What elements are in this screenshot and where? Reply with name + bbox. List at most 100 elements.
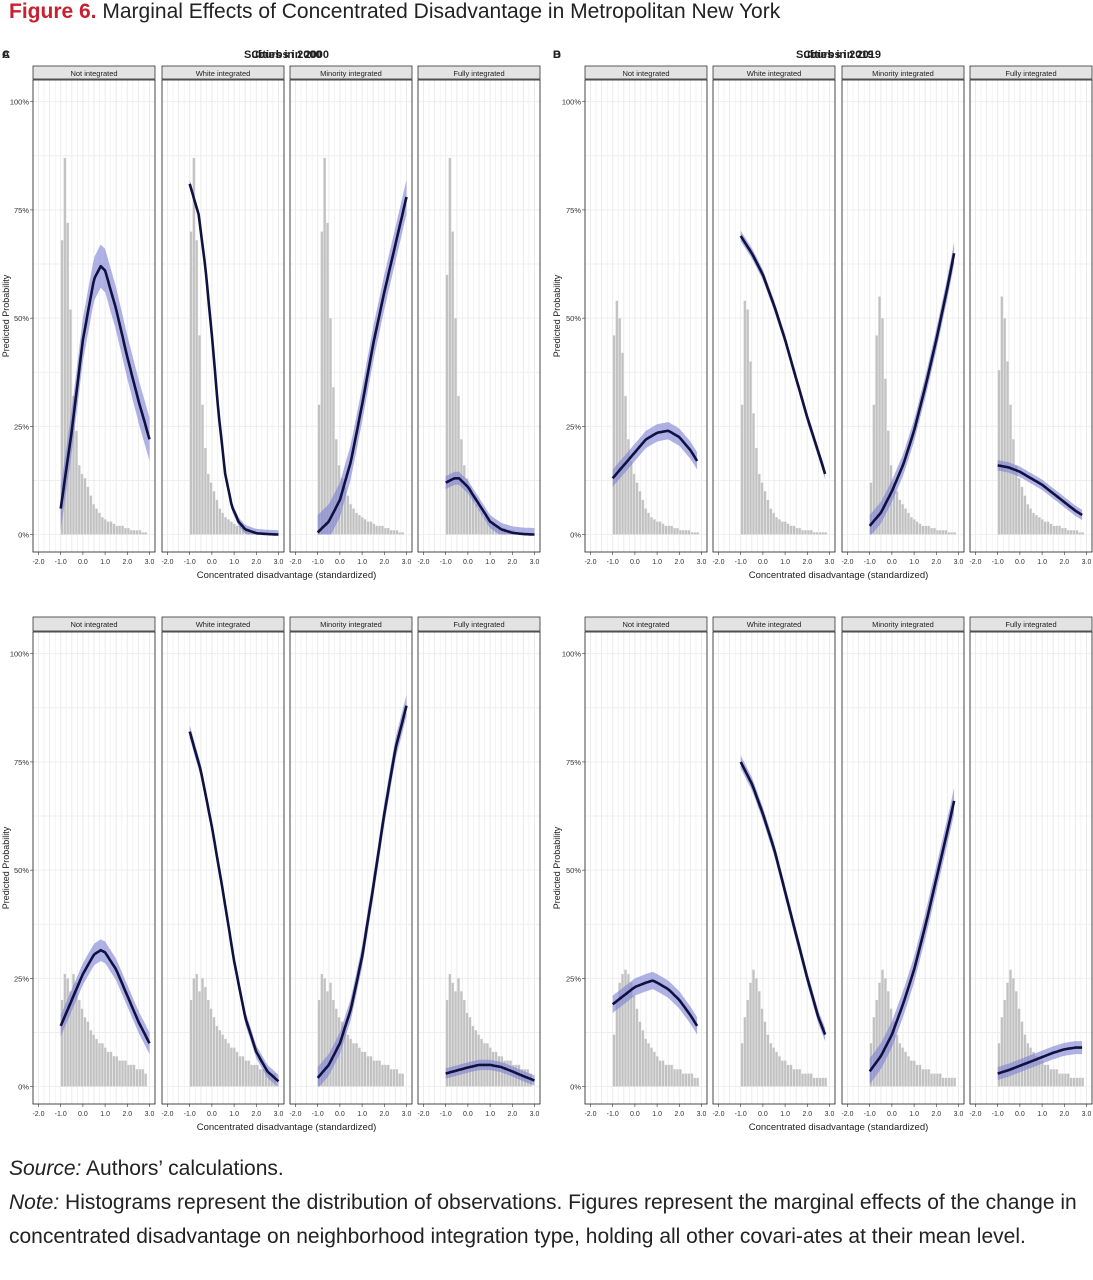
histogram-bar <box>459 991 463 1087</box>
confidence-ribbon <box>60 244 150 531</box>
histogram-bar <box>883 978 887 1087</box>
histogram-bar <box>804 530 807 535</box>
histogram-bar <box>1040 519 1044 535</box>
marginal-effect-line <box>739 235 827 475</box>
histogram-bar <box>801 1073 804 1087</box>
y-tick-label: 75% <box>566 206 581 215</box>
x-tick-label: 0.0 <box>887 1111 897 1118</box>
histogram-bar <box>346 495 350 535</box>
x-tick-label: -2.0 <box>584 1111 596 1118</box>
histogram-bar <box>766 1034 770 1087</box>
histogram-bar <box>227 1043 230 1087</box>
y-tick-label: 25% <box>566 422 581 431</box>
histogram-bar <box>95 508 98 535</box>
figure-title-text: Marginal Effects of Concentrated Disadva… <box>102 0 781 23</box>
histogram-bar <box>754 447 758 535</box>
x-axis-label: Concentrated disadvantage (standardized) <box>197 570 377 581</box>
x-tick-label: 1.0 <box>485 559 495 566</box>
histogram-bar <box>474 504 478 535</box>
x-axis-label: Concentrated disadvantage (standardized) <box>749 1122 929 1133</box>
histogram-bar <box>930 527 933 535</box>
facet-strip <box>969 65 1093 80</box>
histogram-bar <box>381 1064 384 1087</box>
histogram-bar <box>349 504 353 535</box>
figure-footer: Source: Authors’ calculations. Note: His… <box>9 1152 1084 1254</box>
x-tick-label: 1.0 <box>485 1111 495 1118</box>
y-tick-label: 100% <box>10 650 30 659</box>
x-tick-label: 2.0 <box>507 559 517 566</box>
histogram-bar <box>320 231 324 535</box>
x-tick-label: 2.0 <box>1059 1111 1069 1118</box>
histogram-bar <box>678 530 682 535</box>
marginal-effect-line <box>316 705 408 1079</box>
histogram-bar <box>227 519 230 535</box>
chart-panel-d: D Cities in 2019 0% 25% 50% 75% 100% Predicted … <box>552 49 1093 1133</box>
facet-white-integrated: White integrated -2.0 -1.0 0.0 1.0 2.0 3.0 <box>712 616 836 1118</box>
x-tick-label: 0.0 <box>758 559 768 566</box>
histogram-bar <box>369 1056 373 1087</box>
x-tick-label: -2.0 <box>969 1111 981 1118</box>
facet-border <box>161 79 285 553</box>
histogram-bar <box>661 1060 665 1087</box>
x-tick-label: 3.0 <box>145 559 155 566</box>
y-tick-label: 50% <box>566 866 581 875</box>
y-tick-label: 25% <box>14 974 29 983</box>
histogram-bar <box>465 1012 469 1087</box>
x-tick-label: 1.0 <box>652 1111 662 1118</box>
histogram-bar <box>1011 978 1015 1087</box>
histogram-bar <box>924 525 928 535</box>
histogram-bar <box>1052 525 1056 535</box>
x-tick-label: 3.0 <box>954 559 964 566</box>
x-tick-label: 3.0 <box>954 1111 964 1118</box>
histogram-bar <box>918 1064 922 1087</box>
marginal-effect-line <box>739 761 827 1036</box>
histogram-bar <box>392 530 396 535</box>
histogram-bar <box>778 519 781 535</box>
histogram-bar <box>655 521 659 535</box>
panel-title: Cities in 2000 <box>251 49 321 61</box>
histogram-bar <box>783 1060 787 1087</box>
y-axis-label: Predicted Probability <box>552 274 562 357</box>
x-tick-label: -2.0 <box>161 1111 173 1118</box>
histogram-bar <box>135 1069 139 1087</box>
facet-strip-label: White integrated <box>196 620 251 629</box>
histogram-bar <box>209 482 213 535</box>
histogram-bar <box>457 978 460 1087</box>
histogram-bar <box>652 1051 656 1087</box>
x-tick-label: 0.0 <box>630 559 640 566</box>
histogram-bar <box>132 530 136 535</box>
x-tick-label: 0.0 <box>758 1111 768 1118</box>
y-axis-label: Predicted Probability <box>1 274 11 357</box>
histogram-bar <box>474 1030 478 1087</box>
histogram-bar <box>638 491 642 535</box>
x-tick-label: 2.0 <box>674 1111 684 1118</box>
histogram-bar <box>1032 512 1035 535</box>
histogram-bar <box>673 527 676 535</box>
y-tick-label: 50% <box>14 314 29 323</box>
x-axis-label: Concentrated disadvantage (standardized) <box>197 1122 377 1133</box>
histogram-bar <box>66 222 70 535</box>
x-tick-label: 1.0 <box>229 1111 239 1118</box>
histogram-bar <box>235 525 239 535</box>
facet-minority-integrated: Minority integrated -2.0 -1.0 0.0 1.0 2.0 3.0 <box>289 616 413 1118</box>
histogram-bar <box>918 523 922 535</box>
histogram-bar <box>331 387 335 535</box>
x-tick-label: -1.0 <box>440 1111 452 1118</box>
x-tick-label: 1.0 <box>357 559 367 566</box>
histogram-bar <box>632 995 636 1087</box>
histogram-bar <box>895 1034 899 1087</box>
chart-figure: A Suburbs in 2000 0% 25% 50% 75% 100% Predicted… <box>1 49 1093 1133</box>
histogram-bar <box>1049 1069 1053 1087</box>
histogram-bar <box>1032 1051 1035 1087</box>
histogram-bar <box>1081 532 1085 535</box>
histogram-bar <box>1072 530 1076 535</box>
histogram-bar <box>340 1021 344 1087</box>
x-tick-label: -2.0 <box>161 559 173 566</box>
histogram-bar <box>1006 982 1009 1087</box>
histogram-bar <box>1040 1060 1044 1087</box>
histogram-bar <box>352 508 355 535</box>
x-tick-label: -1.0 <box>735 1111 747 1118</box>
histogram-bar <box>997 369 1001 535</box>
histogram-bar <box>372 523 376 535</box>
histogram-bar <box>60 999 64 1087</box>
